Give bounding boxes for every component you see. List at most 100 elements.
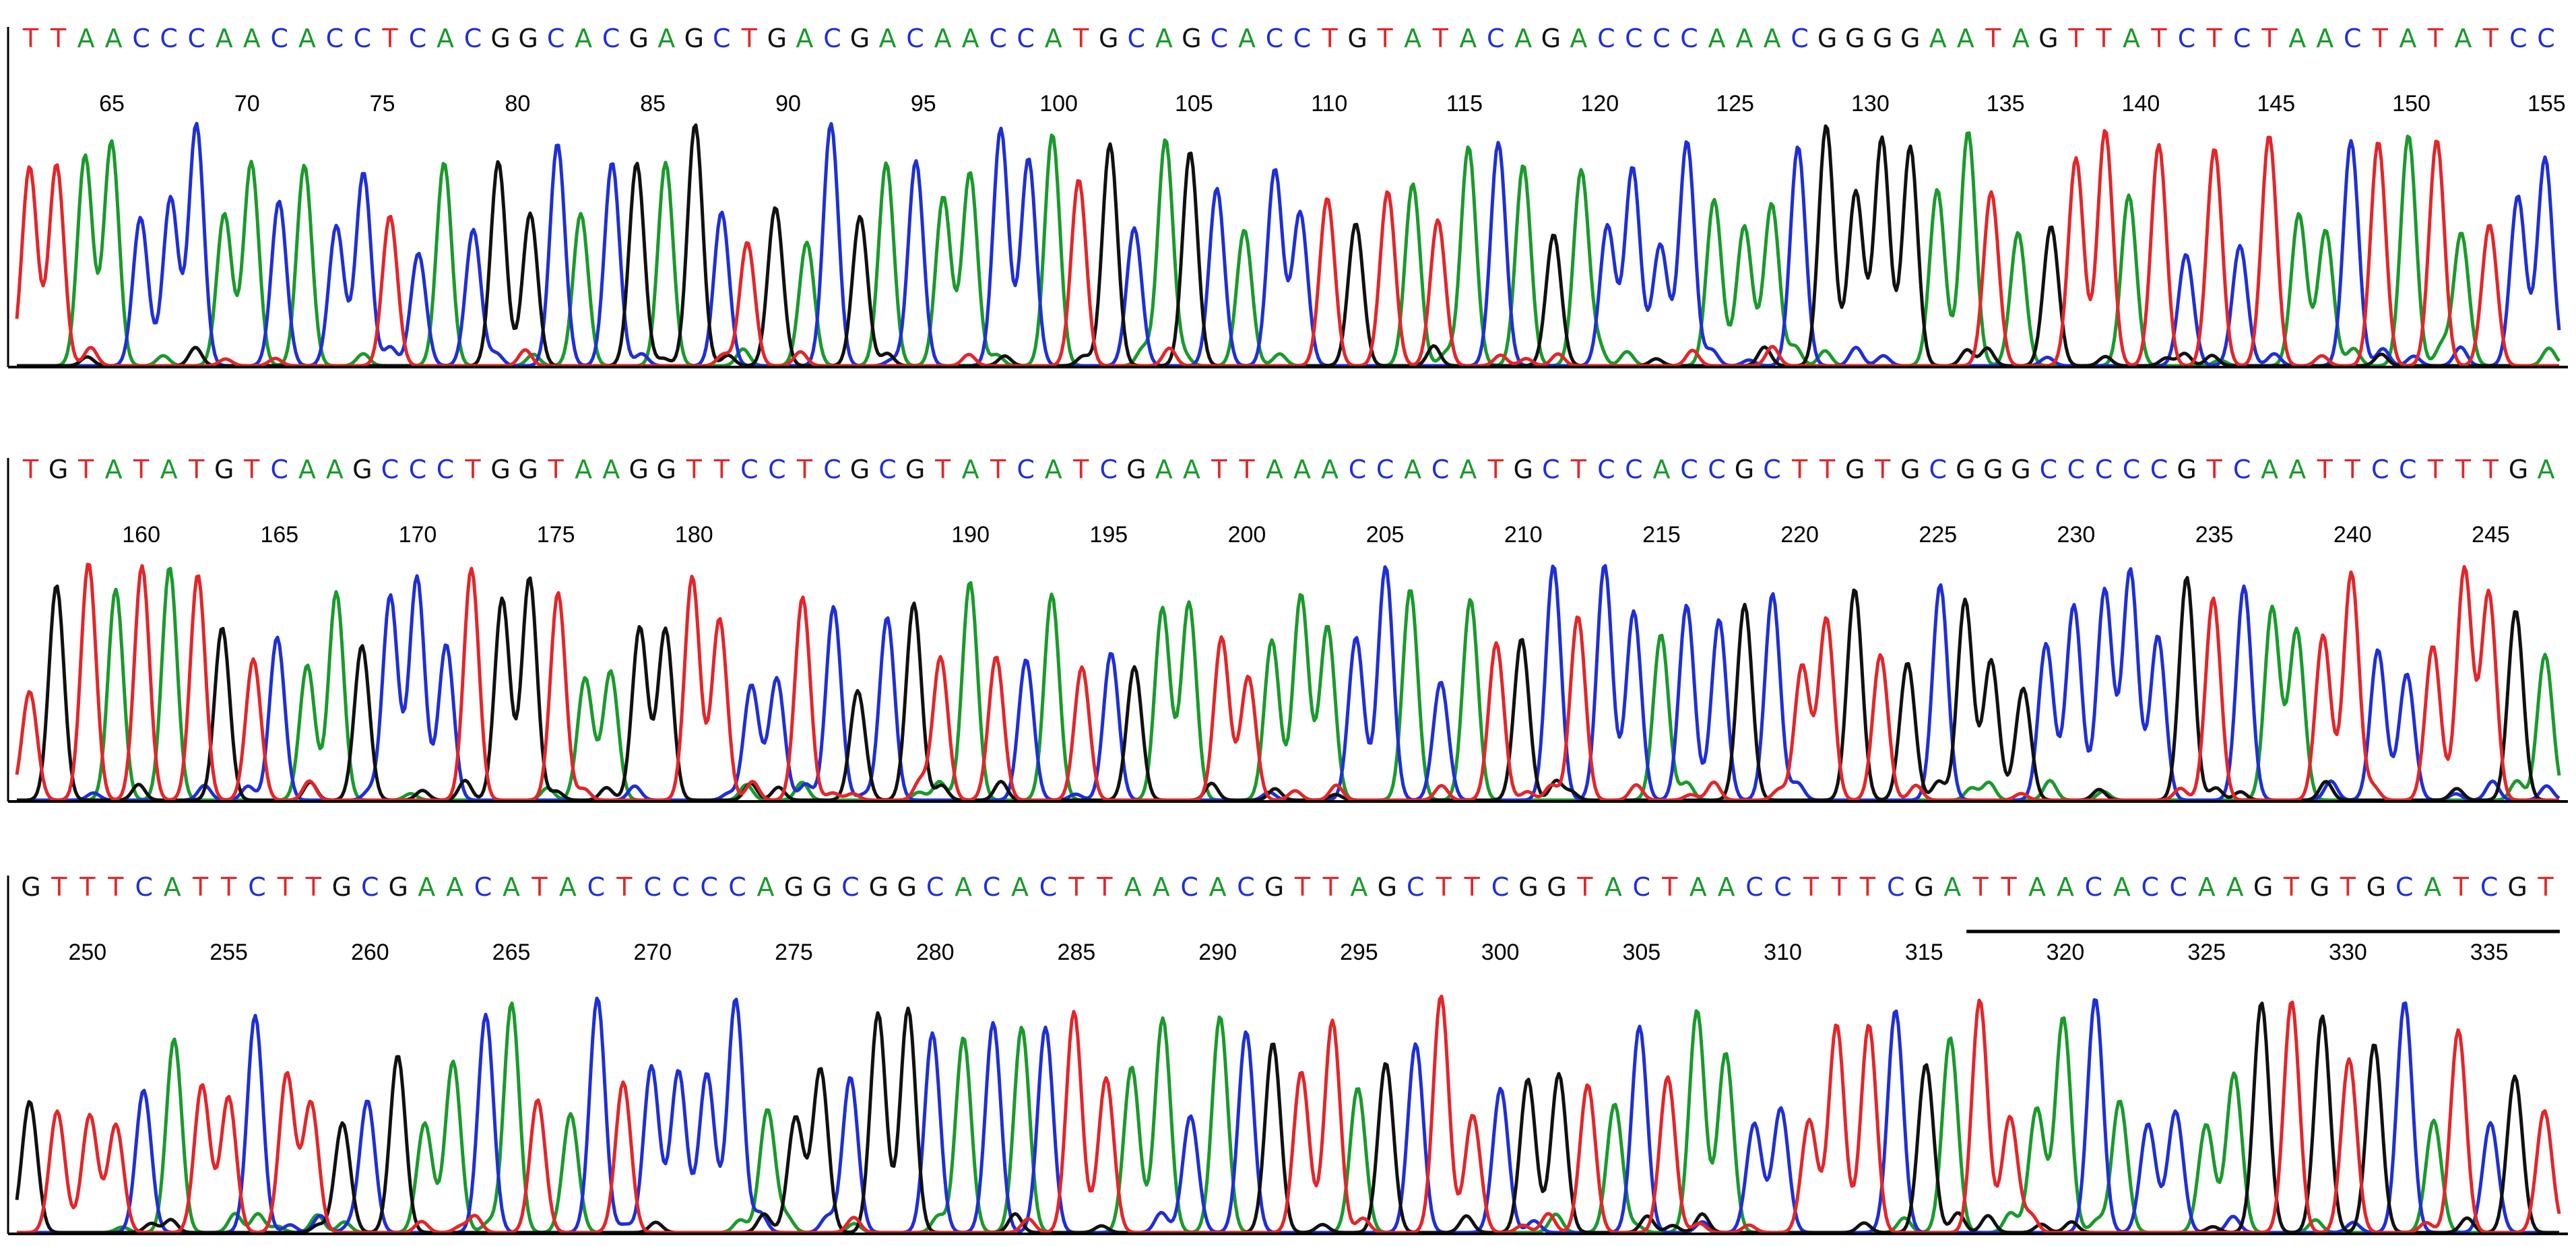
base-call-letter: A [2424, 872, 2441, 902]
base-call-letter: G [49, 455, 68, 484]
base-call-letter: A [2057, 872, 2074, 902]
base-call-letter: G [629, 24, 649, 53]
base-call-letter: C [1491, 872, 1510, 902]
base-call-letter: A [2198, 872, 2216, 902]
base-call-letter: A [2316, 24, 2333, 53]
position-tick-label: 210 [1504, 522, 1543, 548]
base-call-letter: A [1266, 455, 1283, 484]
base-call-letter: G [629, 455, 649, 484]
base-call-letter: T [1464, 872, 1481, 902]
base-call-letter: T [2150, 24, 2167, 53]
base-call-letter: T [531, 872, 548, 902]
base-call-letter: G [2507, 872, 2527, 902]
base-call-letter: G [2177, 455, 2196, 484]
base-call-letter: C [768, 455, 786, 484]
base-call-letter: C [2123, 455, 2141, 484]
base-call-letter: T [1377, 24, 1394, 53]
base-call-letter: A [1689, 872, 1707, 902]
base-call-letter: C [728, 872, 746, 902]
base-call-letter: C [700, 872, 718, 902]
base-call-letter: C [1680, 24, 1698, 53]
base-call-letter: T [2283, 872, 2300, 902]
base-call-letter: T [22, 24, 39, 53]
base-call-letter: C [1791, 24, 1809, 53]
base-call-letter: A [2399, 24, 2416, 53]
base-call-letter: G [784, 872, 804, 902]
base-call-letter: T [1985, 24, 2001, 53]
position-tick-label: 150 [2392, 91, 2430, 117]
base-call-letter: A [1570, 24, 1587, 53]
base-call-letter: C [547, 24, 565, 53]
base-call-letter: C [1017, 24, 1035, 53]
base-call-letter: C [983, 872, 1001, 902]
base-call-letter: T [686, 455, 703, 484]
base-call-letter: T [2455, 455, 2472, 484]
base-call-letter: T [1436, 872, 1452, 902]
base-call-letter: A [879, 24, 897, 53]
base-call-letter: G [2310, 872, 2329, 902]
base-call-letter: C [409, 24, 427, 53]
base-call-letter: A [2454, 24, 2472, 53]
base-call-letter: T [1211, 455, 1227, 484]
base-call-letter: G [389, 872, 408, 902]
base-call-letter: G [1541, 24, 1561, 53]
position-tick-label: 200 [1228, 522, 1266, 548]
base-call-letter: C [474, 872, 492, 902]
base-call-letter: T [2000, 872, 2017, 902]
position-tick-label: 75 [370, 91, 395, 117]
base-call-letter: C [1625, 455, 1643, 484]
base-call-letter: C [381, 455, 399, 484]
base-call-letter: A [164, 872, 181, 902]
base-call-letter: G [1514, 455, 1533, 484]
base-call-letter: T [1791, 455, 1808, 484]
base-call-letter: A [934, 24, 952, 53]
position-tick-label: 190 [951, 522, 990, 548]
base-call-letter: C [135, 872, 153, 902]
base-call-letter: G [2366, 872, 2386, 902]
base-call-letter: A [298, 455, 316, 484]
base-call-letter: T [381, 24, 398, 53]
base-call-letter: T [1803, 872, 1820, 902]
base-call-letter: A [298, 24, 316, 53]
position-tick-label: 325 [2187, 940, 2226, 965]
base-call-letter: A [1605, 872, 1622, 902]
base-call-letter: C [2480, 872, 2499, 902]
base-call-letter: G [1900, 455, 1920, 484]
base-call-letter: A [1459, 455, 1477, 484]
base-call-letter: C [2067, 455, 2086, 484]
base-call-letter: T [1874, 455, 1891, 484]
base-call-letter: C [2509, 24, 2527, 53]
base-call-letter: C [823, 24, 841, 53]
base-call-letter: T [464, 455, 481, 484]
base-call-letter: C [1745, 872, 1764, 902]
base-call-letter: A [326, 455, 344, 484]
position-tick-label: 310 [1764, 940, 1802, 965]
base-call-letter: T [2095, 24, 2112, 53]
base-call-letter: A [418, 872, 435, 902]
base-call-letter: C [2371, 455, 2389, 484]
base-call-letter: A [1155, 24, 1173, 53]
base-call-letter: C [989, 24, 1007, 53]
base-call-letter: A [1209, 872, 1227, 902]
base-call-letter: T [2482, 455, 2499, 484]
position-tick-label: 70 [234, 91, 260, 117]
base-call-letter: A [2113, 872, 2131, 902]
base-call-letter: A [962, 455, 979, 484]
base-call-letter: T [1859, 872, 1876, 902]
base-call-letter: C [2399, 455, 2417, 484]
base-call-letter: G [2253, 872, 2273, 902]
base-call-letter: A [1514, 24, 1532, 53]
position-tick-label: 235 [2195, 522, 2234, 548]
base-call-letter: T [1294, 872, 1311, 902]
base-call-letter: T [1819, 455, 1836, 484]
base-call-letter: C [2150, 455, 2168, 484]
base-call-letter: T [2261, 24, 2278, 53]
base-call-letter: G [684, 24, 704, 53]
base-call-letter: A [1718, 872, 1735, 902]
base-call-letter: C [2040, 455, 2058, 484]
base-call-letter: T [2317, 455, 2333, 484]
base-call-letter: C [713, 24, 731, 53]
base-call-letter: A [1124, 872, 1142, 902]
base-call-letter: C [823, 455, 841, 484]
